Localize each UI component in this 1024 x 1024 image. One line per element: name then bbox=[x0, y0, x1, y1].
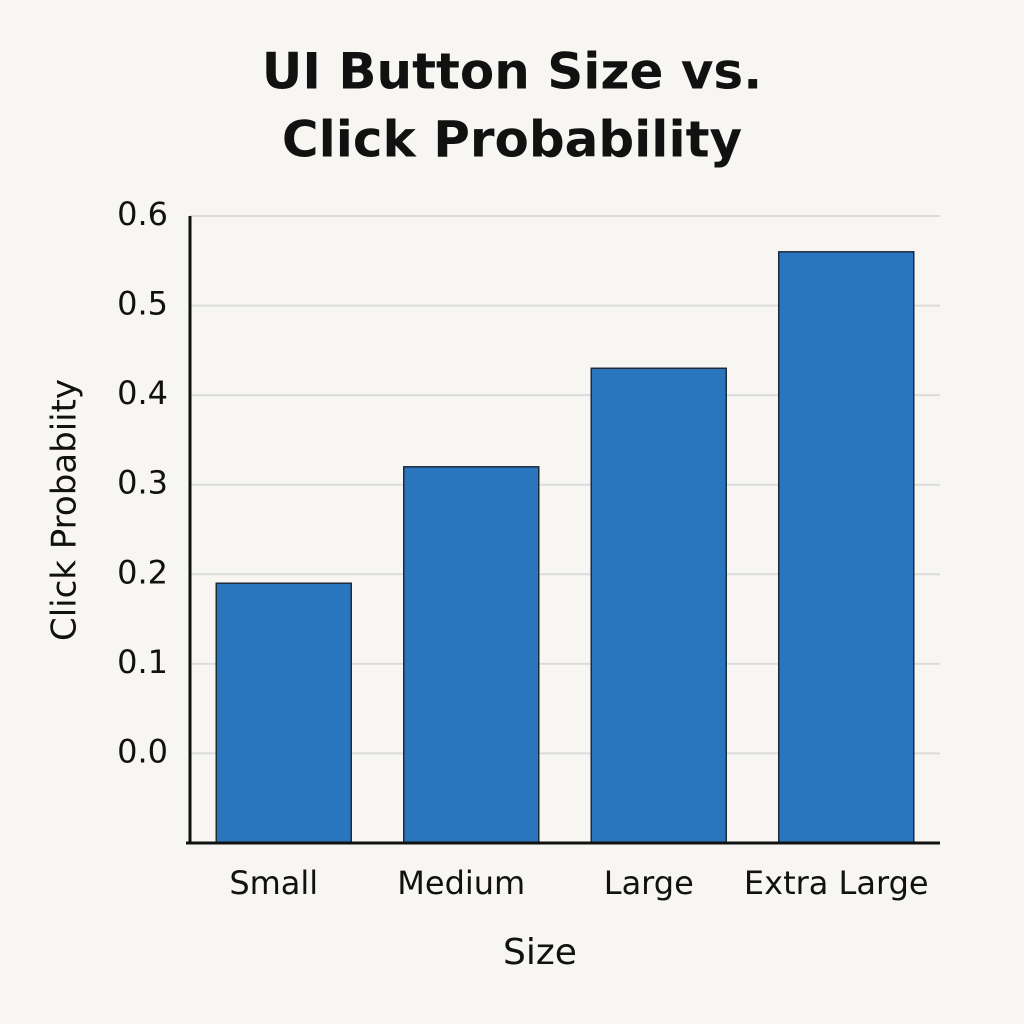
x-tick-label: Small bbox=[229, 864, 318, 902]
bar bbox=[590, 367, 727, 844]
x-tick-label: Medium bbox=[397, 864, 525, 902]
bar bbox=[403, 466, 540, 844]
bar bbox=[778, 251, 915, 844]
bar bbox=[215, 582, 352, 844]
chart-title: UI Button Size vs. bbox=[262, 43, 762, 101]
y-tick-label: 0.6 bbox=[117, 195, 168, 233]
x-tick-label: Large bbox=[604, 864, 694, 902]
y-axis-label: Click Probabiity bbox=[45, 379, 85, 641]
y-tick-label: 0.2 bbox=[117, 553, 168, 591]
y-tick-label: 0.5 bbox=[117, 285, 168, 323]
y-tick-label: 0.1 bbox=[117, 643, 168, 681]
y-tick-label: 0.3 bbox=[117, 464, 168, 502]
chart-title: Click Probability bbox=[282, 111, 742, 169]
y-tick-label: 0.0 bbox=[117, 732, 168, 770]
y-tick-label: 0.4 bbox=[117, 374, 168, 412]
x-tick-label: Extra Large bbox=[744, 864, 929, 902]
x-axis-label: Size bbox=[503, 932, 577, 973]
